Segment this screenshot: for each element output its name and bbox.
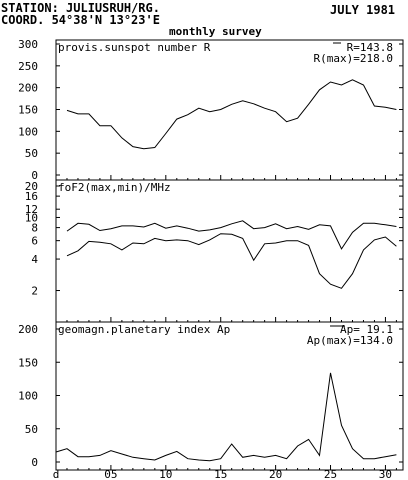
sunspot-ytick-label: 50	[25, 147, 38, 160]
survey-subtitle: monthly survey	[169, 25, 262, 38]
fof2-ytick-label: 16	[25, 190, 38, 203]
sunspot-stat-label: R=143.8	[347, 41, 393, 54]
fof2-ytick-label: 6	[31, 235, 38, 248]
fof2-series-line-1	[66, 220, 397, 250]
sunspot-ytick-label: 300	[18, 38, 38, 51]
fof2-ytick-label: 12	[25, 203, 38, 216]
station-label: STATION: JULIUSRUH/RG.	[1, 1, 160, 15]
fof2-frame	[55, 179, 404, 323]
sunspot-ytick-label: 200	[18, 82, 38, 95]
sunspot-ytick-label: 0	[31, 169, 38, 182]
sunspot-series-line-1	[66, 79, 397, 150]
fof2-panel-title: foF2(max,min)/MHz	[58, 181, 171, 194]
ap-xtick-label: 20	[269, 468, 282, 480]
ap-xtick-label: 15	[214, 468, 227, 480]
sunspot-ytick-label: 100	[18, 125, 38, 138]
sunspot-stat-label: R(max)=218.0	[314, 52, 393, 65]
ap-ytick-label: 50	[25, 423, 38, 436]
ap-xtick-label: 10	[159, 468, 172, 480]
month-year-label: JULY 1981	[330, 3, 396, 17]
ap-xtick-label: 30	[379, 468, 392, 480]
fof2-ytick-label: 2	[31, 285, 38, 298]
ap-stat-label: Ap= 19.1	[340, 323, 393, 336]
ap-ytick-label: 0	[31, 456, 38, 469]
fof2-ytick-label: 4	[31, 253, 38, 266]
ap-xtick-label: 05	[104, 468, 117, 480]
sunspot-ytick-label: 150	[18, 104, 38, 117]
ap-ytick-label: 150	[18, 356, 38, 369]
ap-ytick-label: 200	[18, 323, 38, 336]
sunspot-panel-title: provis.sunspot number R	[58, 41, 211, 54]
sunspot-ytick-label: 250	[18, 60, 38, 73]
ap-stat-label: Ap(max)=134.0	[307, 334, 393, 347]
ap-ytick-label: 100	[18, 390, 38, 403]
fof2-ytick-label: 20	[25, 180, 38, 193]
fof2-ytick-label: 10	[25, 211, 38, 224]
ap-series-line-1	[55, 372, 397, 462]
coordinates-label: COORD. 54°38'N 13°23'E	[1, 13, 160, 27]
fof2-ytick-label: 8	[31, 222, 38, 235]
fof2-series-line-2	[66, 233, 397, 289]
ap-xtick-label: 25	[324, 468, 337, 480]
ap-panel-title: geomagn.planetary index Ap	[58, 323, 230, 336]
ap-xtick-label: d	[53, 468, 60, 480]
